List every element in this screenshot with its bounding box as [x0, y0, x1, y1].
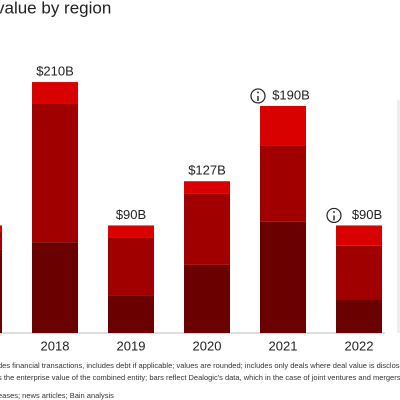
bar-segment: [32, 242, 78, 333]
info-icon: [333, 211, 335, 213]
bar-segment: [0, 249, 2, 333]
bar-segment: [0, 231, 2, 250]
divider: [397, 100, 400, 333]
source: eases; news articles; Bain analysis: [0, 391, 114, 400]
bar-segment: [336, 225, 382, 246]
total-label: $90B: [352, 207, 382, 222]
info-icon: [257, 91, 259, 94]
bar-segment: [184, 193, 230, 265]
x-tick-label: 2019: [117, 338, 146, 353]
total-label: $90B: [116, 207, 146, 222]
bar-segment: [108, 237, 154, 296]
footnote: des financial transactions, includes deb…: [0, 361, 400, 370]
bar-segment: [260, 105, 306, 146]
chart-title: value by region: [0, 0, 111, 17]
total-label: $190B: [272, 87, 310, 102]
bar-segment: [32, 103, 78, 243]
bar-segment: [184, 264, 230, 333]
bar-segment: [336, 245, 382, 300]
bar-segment: [108, 225, 154, 238]
bar-segment: [32, 82, 78, 104]
total-label: $127B: [188, 163, 226, 178]
x-tick-label: 2018: [41, 338, 70, 353]
bar-segment: [0, 225, 2, 232]
bar-segment: [336, 299, 382, 333]
info-icon: [326, 207, 342, 224]
bar-segment: [260, 145, 306, 222]
x-tick-label: 2020: [193, 338, 222, 353]
x-tick-label: 2021: [269, 338, 298, 353]
total-label: $210B: [36, 63, 74, 78]
info-icon: [250, 88, 266, 104]
footnote: s the enterprise value of the combined e…: [0, 373, 400, 382]
x-tick-label: 2022: [345, 338, 374, 353]
bar-segment: [260, 221, 306, 333]
bar-segment: [108, 295, 154, 333]
bar-segment: [184, 181, 230, 194]
